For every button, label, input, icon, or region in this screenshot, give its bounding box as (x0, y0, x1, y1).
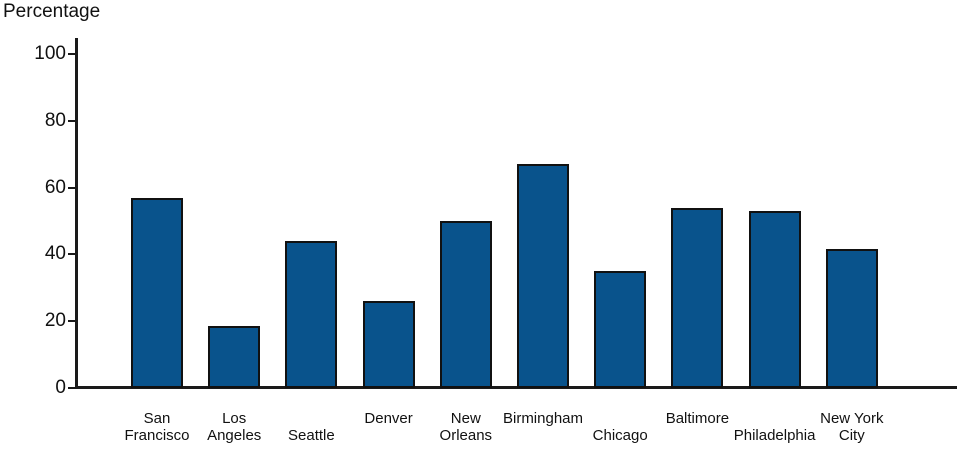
bar (285, 241, 338, 388)
bar (362, 301, 415, 388)
y-tick-label: 60 (44, 176, 66, 198)
x-axis-label-line: Los (222, 410, 247, 427)
y-axis-line (75, 38, 78, 389)
x-axis-label: Los Angeles (182, 410, 286, 444)
x-axis-label-line: Denver (364, 410, 413, 427)
x-axis-label: Chicago (568, 410, 672, 444)
y-axis-tick (68, 53, 76, 55)
x-axis-label: Baltimore (645, 410, 749, 427)
x-axis-label-line: New York (820, 410, 884, 427)
y-axis-tick (68, 186, 76, 189)
y-axis-title: Percentage (3, 1, 101, 22)
y-axis-tick (68, 320, 76, 323)
x-axis-label-line: Birmingham (502, 410, 584, 427)
x-axis-label-line: Seattle (288, 427, 335, 444)
x-axis-label: Philadelphia (723, 410, 827, 444)
x-axis-label: New Orleans (414, 410, 518, 444)
y-tick-label: 100 (34, 43, 66, 64)
bar (671, 207, 724, 388)
y-axis-tick (68, 387, 76, 389)
bar (594, 271, 647, 388)
x-axis-label-line: Chicago (592, 427, 648, 444)
x-axis-label: Seattle (259, 410, 363, 444)
bar (517, 164, 569, 388)
bar (208, 326, 261, 388)
x-axis-label: Denver (337, 410, 441, 427)
x-axis-line (75, 386, 957, 389)
bar (439, 221, 492, 388)
x-axis-label-line: Baltimore (665, 410, 730, 427)
bar (825, 249, 878, 388)
x-axis-label-line: Angeles (207, 427, 262, 444)
x-axis-label-line: Philadelphia (733, 427, 816, 444)
y-tick-label: 80 (44, 109, 66, 131)
x-axis-label: New York City (800, 410, 904, 444)
bar (131, 197, 183, 388)
x-axis-label: Birmingham (491, 410, 595, 427)
y-tick-label: 20 (44, 310, 66, 332)
y-axis-tick (68, 119, 76, 122)
y-axis-tick (68, 253, 76, 256)
x-axis-label-line: San (143, 410, 171, 427)
x-axis-label-line: Francisco (124, 427, 190, 444)
x-axis-label-line: City (838, 427, 865, 444)
x-axis-label-line: Orleans (439, 427, 493, 444)
x-axis-label: San Francisco (105, 410, 209, 444)
y-tick-label: 0 (55, 377, 66, 398)
y-tick-label: 40 (44, 243, 66, 265)
x-axis-label-line: New (450, 410, 481, 427)
bar (748, 210, 801, 388)
